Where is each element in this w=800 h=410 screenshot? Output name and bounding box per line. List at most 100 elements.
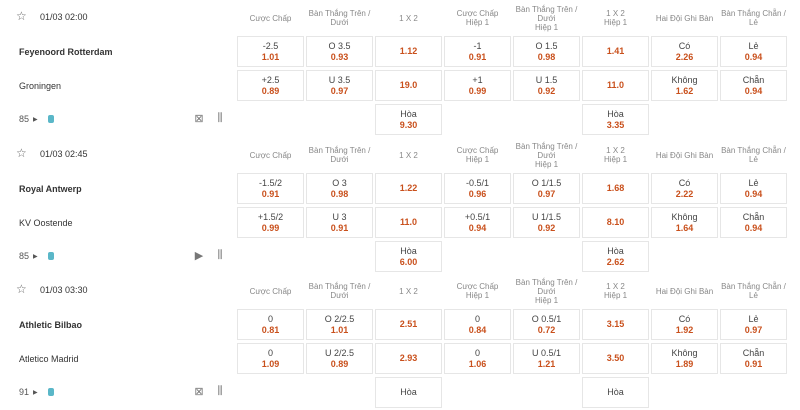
odds-cell[interactable]: Lẻ 0.94 <box>720 36 787 67</box>
expand-arrow-icon[interactable]: ▶ <box>33 116 38 123</box>
odds-line: Có <box>678 313 691 324</box>
odds-cell[interactable]: 1.41 <box>582 36 649 67</box>
column-header-label: 1 X 2 Hiệp 1 <box>603 9 628 27</box>
odds-value: 0.89 <box>261 85 280 96</box>
odds-cell[interactable]: 11.0 <box>582 70 649 101</box>
stats-icon[interactable]: ⫼ <box>217 111 223 124</box>
odds-value: 1.21 <box>537 358 556 369</box>
odds-value: 19.0 <box>399 80 418 90</box>
odds-cell[interactable]: O 3 0.98 <box>306 173 373 204</box>
column-header: Cược Chấp Hiệp 1 <box>444 2 511 34</box>
column-header: Cược Chấp <box>237 275 304 307</box>
odds-cell[interactable]: 1.68 <box>582 173 649 204</box>
odds-value: 0.92 <box>537 222 556 233</box>
odds-cell[interactable]: Chẵn 0.94 <box>720 207 787 238</box>
odds-cell[interactable]: Không 1.64 <box>651 207 718 238</box>
odds-cell[interactable]: Có 2.22 <box>651 173 718 204</box>
column-header: Bàn Thắng Chẵn / Lẻ <box>720 2 787 34</box>
odds-cell[interactable]: +1 0.99 <box>444 70 511 101</box>
favorite-star-icon[interactable]: ☆ <box>16 9 27 23</box>
field-icon[interactable]: ⊠ <box>194 112 204 125</box>
match-time: 01/03 03:30 <box>40 285 88 295</box>
odds-cell[interactable]: 1.22 <box>375 173 442 204</box>
column-header: 1 X 2 Hiệp 1 <box>582 275 649 307</box>
odds-cell[interactable]: Chẵn 0.94 <box>720 70 787 101</box>
odds-cell[interactable]: U 3.5 0.97 <box>306 70 373 101</box>
odds-cell[interactable]: Không 1.62 <box>651 70 718 101</box>
odds-cell[interactable]: O 0.5/1 0.72 <box>513 309 580 340</box>
odds-cell[interactable]: Không 1.89 <box>651 343 718 374</box>
odds-cell[interactable]: 0 1.06 <box>444 343 511 374</box>
odds-cell[interactable]: -2.5 1.01 <box>237 36 304 67</box>
odds-cell[interactable]: 3.15 <box>582 309 649 340</box>
odds-value: 1.22 <box>399 183 418 193</box>
odds-cell[interactable]: U 3 0.91 <box>306 207 373 238</box>
odds-cell[interactable]: Hòa 6.00 <box>375 241 442 272</box>
odds-line: 0 <box>267 313 273 324</box>
odds-value: 1.89 <box>675 358 694 369</box>
odds-cell[interactable]: 0 1.09 <box>237 343 304 374</box>
column-header: Bàn Thắng Trên / Dưới Hiệp 1 <box>513 139 580 171</box>
live-indicator-icon <box>47 388 54 396</box>
favorite-star-icon[interactable]: ☆ <box>16 282 27 296</box>
odds-cell[interactable]: O 1/1.5 0.97 <box>513 173 580 204</box>
odds-cell[interactable]: 19.0 <box>375 70 442 101</box>
odds-cell[interactable]: U 1.5 0.92 <box>513 70 580 101</box>
odds-cell[interactable]: Hòa 3.35 <box>582 104 649 135</box>
column-header-label: Cược Chấp Hiệp 1 <box>456 146 499 164</box>
odds-value: 1.68 <box>606 183 625 193</box>
column-header-label: Cược Chấp <box>249 150 292 160</box>
stats-icon[interactable]: ⫼ <box>217 384 223 397</box>
odds-cell[interactable]: 2.93 <box>375 343 442 374</box>
column-header-label: Hai Đội Ghi Bàn <box>655 150 714 160</box>
odds-cell[interactable]: O 2/2.5 1.01 <box>306 309 373 340</box>
odds-cell[interactable]: Lẻ 0.97 <box>720 309 787 340</box>
column-header-label: Cược Chấp <box>249 286 292 296</box>
stats-icon[interactable]: ⫼ <box>217 248 223 261</box>
odds-line: O 1.5 <box>535 40 558 51</box>
favorite-star-icon[interactable]: ☆ <box>16 146 27 160</box>
odds-cell[interactable]: -1.5/2 0.91 <box>237 173 304 204</box>
odds-cell[interactable]: -1 0.91 <box>444 36 511 67</box>
odds-cell[interactable]: 0 0.81 <box>237 309 304 340</box>
odds-cell[interactable]: Lẻ 0.94 <box>720 173 787 204</box>
odds-value: 0.94 <box>744 85 763 96</box>
odds-value: 0.84 <box>468 324 487 335</box>
odds-cell[interactable]: Hòa <box>375 377 442 408</box>
odds-cell[interactable]: Hòa 9.30 <box>375 104 442 135</box>
odds-cell[interactable]: Có 2.26 <box>651 36 718 67</box>
match-time: 01/03 02:45 <box>40 149 88 159</box>
odds-cell[interactable]: -0.5/1 0.96 <box>444 173 511 204</box>
odds-cell[interactable]: 11.0 <box>375 207 442 238</box>
odds-cell[interactable]: O 3.5 0.93 <box>306 36 373 67</box>
match-minute: 85 <box>19 114 30 124</box>
odds-cell[interactable]: O 1.5 0.98 <box>513 36 580 67</box>
odds-value: 0.89 <box>330 358 349 369</box>
odds-cell[interactable]: 3.50 <box>582 343 649 374</box>
odds-cell[interactable]: 1.12 <box>375 36 442 67</box>
odds-cell[interactable]: Có 1.92 <box>651 309 718 340</box>
odds-line: O 3.5 <box>328 40 351 51</box>
odds-value: 2.22 <box>675 188 694 199</box>
play-icon[interactable]: ▶ <box>194 249 204 262</box>
expand-arrow-icon[interactable]: ▶ <box>33 389 38 396</box>
odds-cell[interactable]: +2.5 0.89 <box>237 70 304 101</box>
home-team: Royal Antwerp <box>19 184 82 194</box>
field-icon[interactable]: ⊠ <box>194 385 204 398</box>
odds-cell[interactable]: Chẵn 0.91 <box>720 343 787 374</box>
odds-cell[interactable]: U 2/2.5 0.89 <box>306 343 373 374</box>
odds-cell[interactable]: 8.10 <box>582 207 649 238</box>
odds-cell[interactable]: Hòa <box>582 377 649 408</box>
odds-value: 0.97 <box>330 85 349 96</box>
odds-cell[interactable]: 0 0.84 <box>444 309 511 340</box>
odds-line: Hòa <box>400 387 417 397</box>
odds-cell[interactable]: 2.51 <box>375 309 442 340</box>
odds-cell[interactable]: +1.5/2 0.99 <box>237 207 304 238</box>
odds-cell[interactable]: U 1/1.5 0.92 <box>513 207 580 238</box>
odds-line: Chẵn <box>742 74 765 85</box>
odds-cell[interactable]: Hòa 2.62 <box>582 241 649 272</box>
expand-arrow-icon[interactable]: ▶ <box>33 253 38 260</box>
odds-cell[interactable]: U 0.5/1 1.21 <box>513 343 580 374</box>
odds-cell[interactable]: +0.5/1 0.94 <box>444 207 511 238</box>
odds-line: Chẵn <box>742 347 765 358</box>
